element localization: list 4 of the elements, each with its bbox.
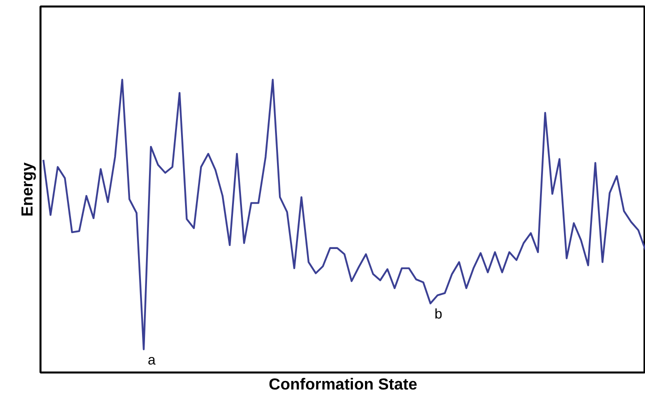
annotation: a	[148, 351, 156, 368]
x-axis-title: Conformation State	[268, 376, 418, 394]
y-axis-title: Energy	[20, 162, 36, 217]
annotation: b	[434, 305, 442, 322]
